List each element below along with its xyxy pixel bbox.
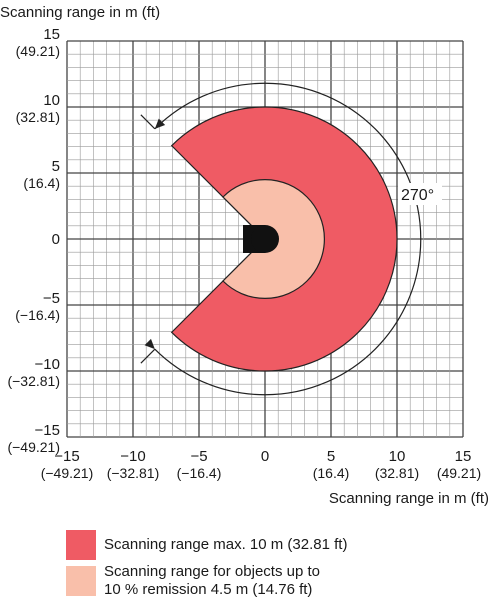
y-tick-label: 10 [43,92,60,109]
x-tick-label-ft: (−49.21) [41,465,94,481]
y-tick-label: 5 [52,158,60,175]
angle-indicator [140,82,422,396]
x-tick-label: −15 [54,448,79,465]
angle-arrowhead-top [154,118,166,129]
x-tick-label: −10 [120,448,145,465]
y-tick-label-ft: (−16.4) [15,307,60,323]
x-tick-label: −5 [190,448,207,465]
legend-swatch-low-remission [66,566,96,596]
sensor-head [251,225,279,253]
angle-arrowhead-bottom [144,338,155,350]
y-tick-label-ft: (−49.21) [7,439,60,455]
legend-item-low-remission: Scanning range for objects up to 10 % re… [66,563,320,599]
x-tick-label-ft: (−32.81) [107,465,160,481]
sensor-icon [243,225,279,253]
y-tick-label: −5 [43,290,60,307]
x-axis-title: Scanning range in m (ft) [329,490,489,507]
y-axis-labels: 15(49.21)10(32.81)5(16.4)0−5(−16.4)−10(−… [7,26,60,455]
y-tick-label-ft: (−32.81) [7,373,60,389]
x-tick-label: 10 [389,448,406,465]
y-tick-label: −10 [35,356,60,373]
angle-arc-tail-bottom [140,348,156,364]
y-tick-label: 15 [43,26,60,43]
x-tick-label: 0 [261,448,269,465]
legend-label-max-range: Scanning range max. 10 m (32.81 ft) [104,536,348,553]
x-tick-label-ft: (32.81) [375,465,419,481]
x-tick-label-ft: (16.4) [313,465,350,481]
x-axis-labels: −15(−49.21) −10(−32.81) −5(−16.4) 0 5(16.4) 1… [41,448,481,481]
angle-arc-tail-top [140,114,156,130]
angle-arc-line [154,82,422,396]
x-tick-label-ft: (−16.4) [177,465,222,481]
y-tick-label: −15 [35,422,60,439]
legend-label-low-remission-line1: Scanning range for objects up to [104,563,320,580]
legend-swatch-max-range [66,530,96,560]
y-tick-label-ft: (16.4) [23,175,60,191]
x-tick-label: 15 [455,448,472,465]
angle-label: 270° [401,187,434,204]
legend-label-low-remission-line2: 10 % remission 4.5 m (14.76 ft) [104,581,313,598]
y-axis-title: Scanning range in m (ft) [0,4,160,21]
legend-item-max-range: Scanning range max. 10 m (32.81 ft) [66,530,347,560]
y-tick-label: 0 [52,231,60,248]
y-tick-label-ft: (32.81) [16,109,60,125]
angle-label-background [398,183,442,205]
x-tick-label: 5 [327,448,335,465]
x-tick-label-ft: (49.21) [437,465,481,481]
y-tick-label-ft: (49.21) [16,43,60,59]
